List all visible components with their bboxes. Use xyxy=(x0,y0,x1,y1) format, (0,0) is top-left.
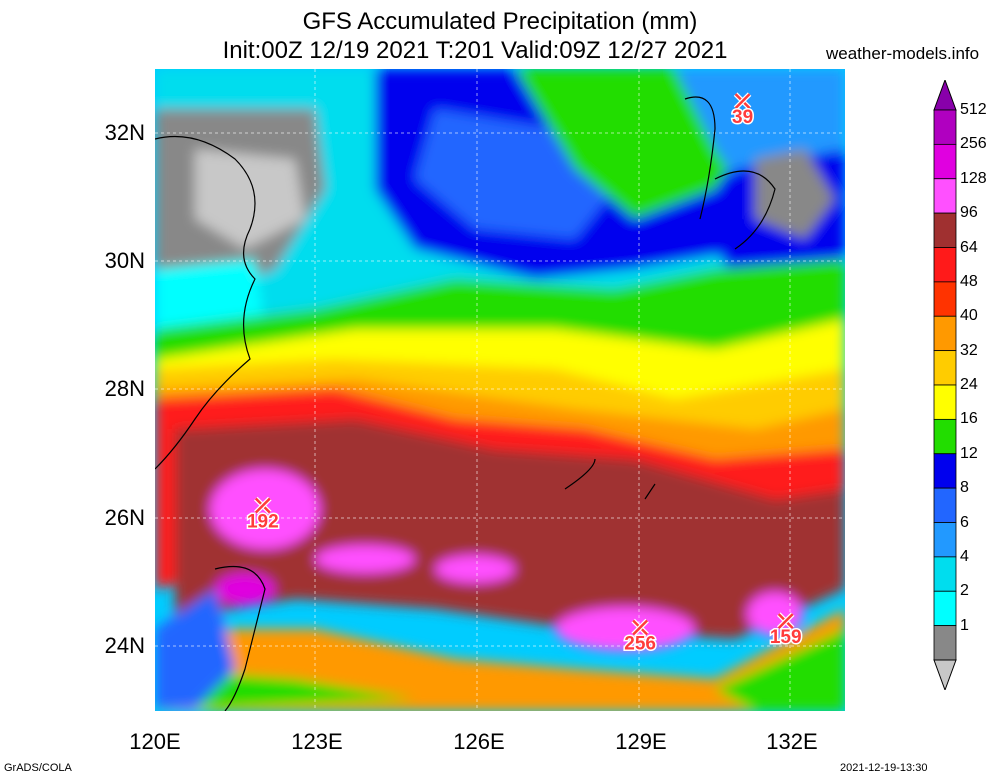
chart-subtitle: Init:00Z 12/19 2021 T:201 Valid:09Z 12/2… xyxy=(222,37,728,64)
colorbar-level-label: 4 xyxy=(960,547,969,565)
colorbar-level-label: 16 xyxy=(960,410,978,428)
lat-label: 24N xyxy=(104,633,145,658)
colorbar-swatch xyxy=(933,556,957,592)
colorbar xyxy=(933,80,957,690)
lat-label: 28N xyxy=(104,376,145,401)
lat-label: 30N xyxy=(104,248,145,273)
colorbar-swatch xyxy=(933,281,957,317)
precip-max-marker: 39 xyxy=(731,92,755,130)
colorbar-level-label: 40 xyxy=(960,307,978,325)
precip-max-value: 39 xyxy=(732,107,753,128)
colorbar-level-label: 96 xyxy=(960,204,978,222)
colorbar-swatch xyxy=(933,247,957,283)
colorbar-level-label: 12 xyxy=(960,444,978,462)
colorbar-level-label: 32 xyxy=(960,341,978,359)
colorbar-level-label: 256 xyxy=(960,135,987,153)
colorbar-level-label: 48 xyxy=(960,272,978,290)
colorbar-swatch xyxy=(933,315,957,352)
precip-max-marker: 159 xyxy=(768,612,803,650)
colorbar-level-label: 64 xyxy=(960,238,978,256)
colorbar-swatch xyxy=(933,418,957,455)
precip-max-value: 256 xyxy=(624,634,656,655)
colorbar-swatch xyxy=(933,350,957,386)
lon-label: 126E xyxy=(453,729,505,754)
colorbar-swatch xyxy=(933,522,957,558)
colorbar-level-label: 8 xyxy=(960,479,969,497)
lon-label: 120E xyxy=(129,729,181,754)
lat-label: 32N xyxy=(104,120,145,145)
colorbar-swatch xyxy=(933,384,957,420)
lon-label: 123E xyxy=(291,729,343,754)
colorbar-top-arrow xyxy=(933,80,957,111)
lat-label: 26N xyxy=(104,505,145,530)
colorbar-swatch xyxy=(933,453,957,489)
colorbar-level-label: 128 xyxy=(960,169,987,187)
precipitation-map: 39 192 256 159 xyxy=(155,69,845,711)
colorbar-bottom-arrow xyxy=(933,659,957,690)
colorbar-level-label: 24 xyxy=(960,376,978,393)
source-site-label: weather-models.info xyxy=(826,44,980,63)
precip-max-marker: 256 xyxy=(623,618,658,656)
chart-title: GFS Accumulated Precipitation (mm) xyxy=(302,8,698,35)
colorbar-swatch xyxy=(933,178,957,214)
precip-max-value: 159 xyxy=(770,627,802,648)
colorbar-level-label: 6 xyxy=(960,513,969,531)
colorbar-swatch xyxy=(933,590,957,627)
footer-timestamp: 2021-12-19-13:30 xyxy=(840,762,928,774)
coastlines xyxy=(155,96,776,711)
precip-max-marker: 192 xyxy=(245,496,280,534)
colorbar-level-label: 512 xyxy=(960,101,987,118)
colorbar-swatch xyxy=(933,109,957,145)
colorbar-swatch xyxy=(933,212,957,248)
precip-max-value: 192 xyxy=(247,512,279,533)
map-gridlines xyxy=(155,69,845,711)
colorbar-swatch xyxy=(933,625,957,661)
lon-label: 132E xyxy=(766,729,818,754)
lon-label: 129E xyxy=(615,729,667,754)
colorbar-level-label: 1 xyxy=(960,616,969,634)
colorbar-level-label: 2 xyxy=(960,582,969,600)
footer-left-credit: GrADS/COLA xyxy=(4,762,72,774)
colorbar-swatch xyxy=(933,143,957,180)
colorbar-swatch xyxy=(933,487,957,523)
